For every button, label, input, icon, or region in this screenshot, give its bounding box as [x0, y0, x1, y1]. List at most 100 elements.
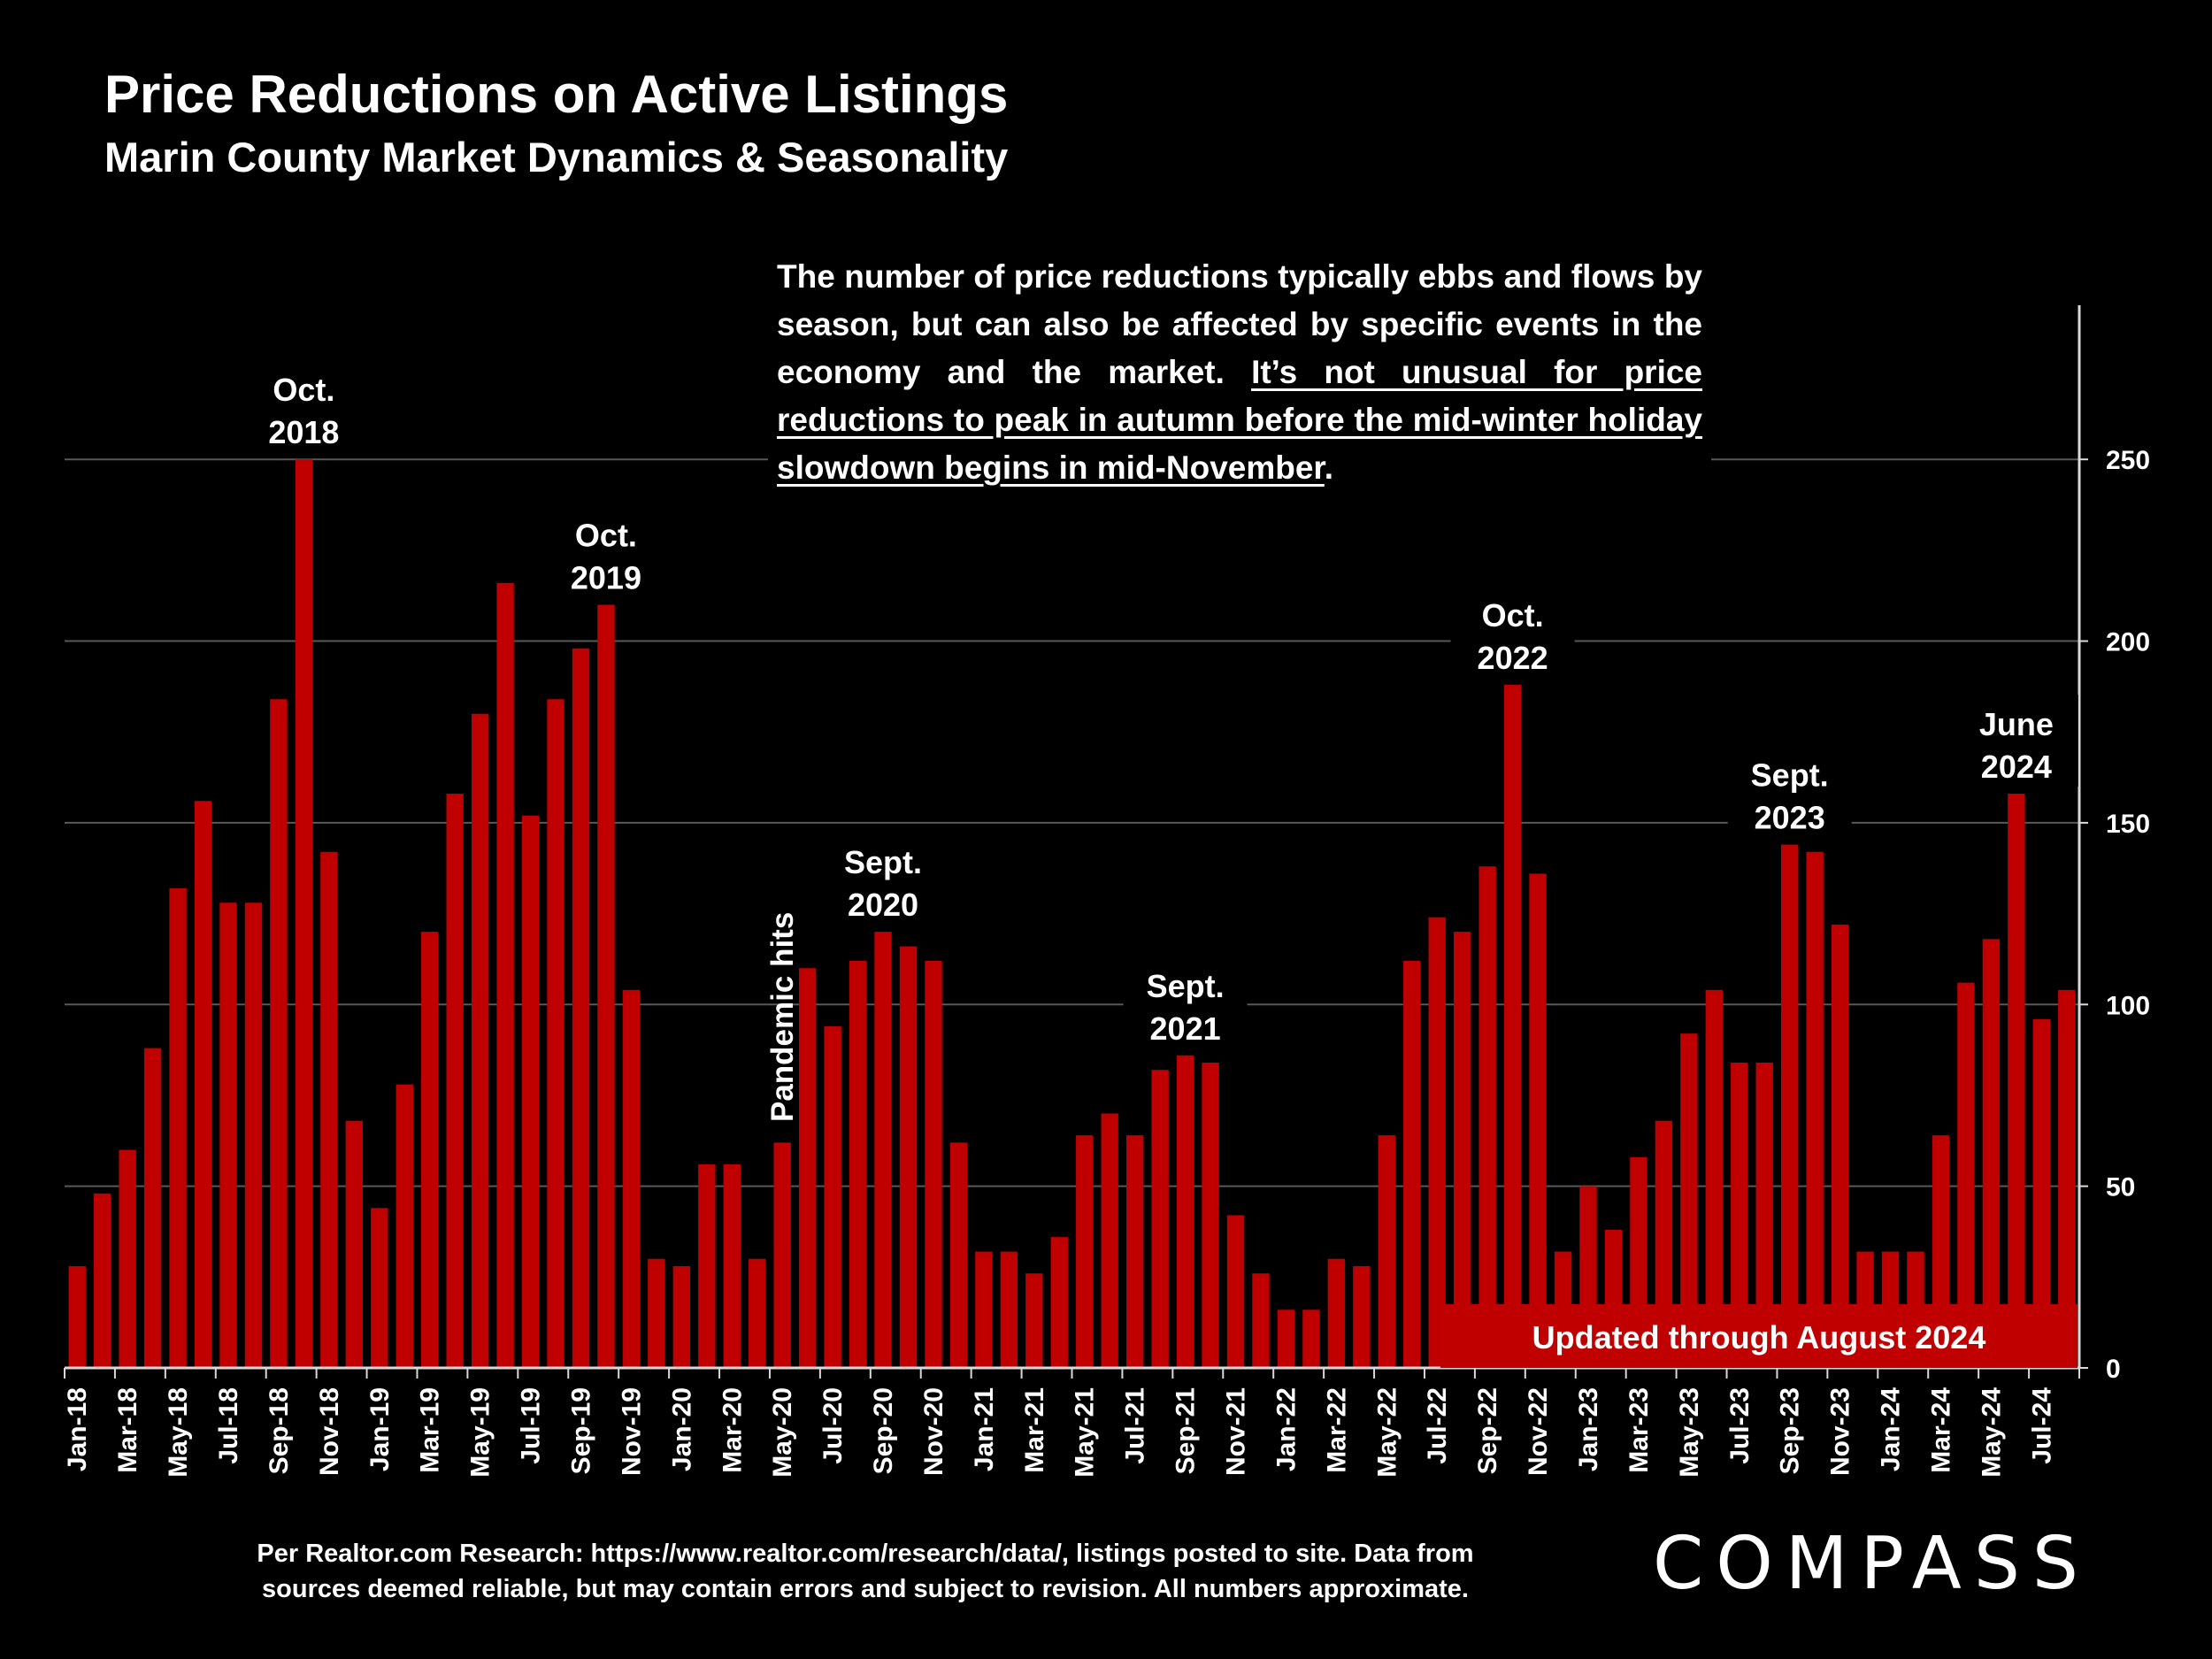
bar-Mar-21	[1025, 1273, 1043, 1368]
annotation-label: 2021	[1150, 1010, 1221, 1047]
note-end: .	[1324, 449, 1334, 486]
x-tick-label: Nov-23	[1826, 1387, 1855, 1476]
bar-Feb-19	[396, 1084, 413, 1368]
annotation-backdrop	[821, 833, 946, 926]
annotation-label: Sept.	[1751, 757, 1829, 794]
bar-series	[68, 459, 2076, 1368]
bar-Aug-22	[1453, 932, 1471, 1368]
x-tick-label: Jan-22	[1271, 1387, 1301, 1471]
annotation-label: 2023	[1755, 800, 1825, 836]
note-text: The number of price reductions typically…	[777, 258, 1702, 390]
bar-May-19	[471, 713, 489, 1368]
bar-Dec-18	[345, 1120, 363, 1368]
x-tick-label: Sep-23	[1776, 1387, 1805, 1474]
x-tick-label: May-18	[164, 1387, 193, 1478]
x-tick-label: Jul-19	[517, 1387, 546, 1464]
y-tick-label: 200	[2106, 628, 2150, 657]
bar-Jan-22	[1277, 1310, 1295, 1368]
source-footnote: Per Realtor.com Research: https://www.re…	[149, 1536, 1582, 1607]
bar-Jul-22	[1428, 917, 1446, 1368]
bar-Feb-20	[698, 1164, 716, 1368]
x-tick-label: May-20	[768, 1387, 797, 1478]
bar-Aug-24	[2058, 989, 2076, 1368]
x-tick-label: Jan-23	[1574, 1387, 1603, 1471]
x-tick-label: Mar-22	[1322, 1387, 1351, 1473]
bar-Aug-23	[1755, 1062, 1773, 1368]
bar-Sep-19	[572, 648, 590, 1368]
x-tick-label: May-21	[1071, 1387, 1100, 1478]
bar-Mar-22	[1327, 1258, 1346, 1368]
x-tick-label: Nov-18	[315, 1387, 344, 1476]
bar-Jan-20	[672, 1265, 691, 1368]
bar-May-18	[169, 887, 187, 1368]
annotation-label: 2018	[268, 414, 339, 450]
annotation-label: 2022	[1478, 640, 1548, 676]
x-tick-label: Sep-19	[566, 1387, 595, 1474]
bar-Oct-20	[899, 946, 918, 1368]
bar-Sep-23	[1781, 844, 1799, 1368]
x-tick-label: May-23	[1675, 1387, 1704, 1478]
bar-Nov-20	[925, 960, 942, 1368]
bar-Oct-18	[295, 459, 313, 1368]
x-axis-ticks: Jan-18 Mar-18 May-18 Jul-18 Sep-18 Nov-18 Jan-…	[63, 1387, 2056, 1478]
x-tick-label: Jan-20	[667, 1387, 696, 1471]
bar-Mar-19	[421, 932, 439, 1368]
x-tick-label: Jan-21	[970, 1387, 999, 1471]
bar-Aug-21	[1151, 1070, 1169, 1368]
x-tick-label: Sep-21	[1171, 1387, 1201, 1474]
x-tick-label: Jan-24	[1877, 1387, 1906, 1471]
bar-Oct-19	[597, 604, 615, 1368]
bar-May-24	[1982, 939, 2001, 1368]
bar-Apr-20	[749, 1258, 766, 1368]
bar-Oct-21	[1202, 1062, 1219, 1368]
x-tick-label: Sep-18	[265, 1387, 294, 1474]
y-tick-label: 150	[2106, 810, 2150, 839]
bar-Jun-23	[1705, 989, 1723, 1368]
bar-Jun-18	[194, 801, 212, 1368]
bar-Jun-21	[1101, 1113, 1118, 1368]
x-tick-label: Jul-24	[2027, 1387, 2056, 1464]
x-tick-label: Jan-19	[365, 1387, 395, 1471]
annotation-label: June	[1979, 706, 2054, 742]
bar-Apr-24	[1957, 982, 1975, 1368]
bar-Jul-21	[1125, 1135, 1144, 1368]
annotation-label: Sept.	[844, 844, 922, 880]
x-tick-label: Nov-22	[1524, 1387, 1553, 1476]
bar-Sep-21	[1176, 1055, 1194, 1368]
bar-Feb-18	[94, 1193, 111, 1368]
bar-Jun-19	[496, 582, 514, 1368]
bar-Jun-20	[798, 968, 817, 1368]
x-tick-label: Mar-19	[416, 1387, 445, 1473]
note-underlined-text: It’s not unusual for price reductions to…	[777, 354, 1703, 486]
source-line-2: sources deemed reliable, but may contain…	[262, 1575, 1469, 1603]
bar-Jun-22	[1403, 960, 1421, 1368]
bar-Mar-18	[119, 1149, 136, 1368]
y-axis-ticks: 0 50 100 150 200 250	[2079, 446, 2150, 1384]
annotation-label: Oct.	[273, 372, 334, 408]
annotation-backdrop	[543, 505, 668, 598]
bar-Apr-19	[446, 794, 464, 1368]
x-tick-label: May-24	[1977, 1387, 2006, 1478]
bar-Apr-18	[143, 1048, 162, 1368]
x-tick-label: Nov-21	[1222, 1387, 1251, 1476]
bar-chart: 0 50 100 150 200 250 Jan-18 Mar-18 May-18 Jul-18…	[63, 305, 2150, 1478]
bar-Sep-20	[874, 932, 892, 1368]
y-tick-label: 250	[2106, 446, 2150, 475]
x-tick-label: Jul-20	[818, 1387, 848, 1464]
x-tick-label: May-19	[466, 1387, 495, 1478]
bar-Nov-19	[622, 989, 641, 1368]
peak-annotations: Oct. 2018 Oct. 2019 Sept. 2020 Sept. 2021 Oct. 20…	[242, 360, 2078, 1368]
bar-Jul-24	[2032, 1018, 2050, 1368]
source-line-1: Per Realtor.com Research: https://www.re…	[257, 1540, 1474, 1568]
bar-Apr-21	[1050, 1237, 1068, 1368]
chart-subtitle: Marin County Market Dynamics & Seasonali…	[104, 134, 1009, 180]
x-tick-label: Sep-22	[1473, 1387, 1502, 1474]
x-tick-label: Sep-20	[869, 1387, 898, 1474]
annotation-label: Oct.	[1482, 597, 1544, 634]
bar-Jul-23	[1731, 1062, 1748, 1368]
x-tick-label: Mar-23	[1624, 1387, 1654, 1473]
bar-Jan-21	[975, 1251, 993, 1368]
chart-title: Price Reductions on Active Listings	[104, 65, 1009, 124]
bar-Jan-19	[371, 1208, 388, 1368]
x-tick-label: Nov-19	[617, 1387, 646, 1476]
